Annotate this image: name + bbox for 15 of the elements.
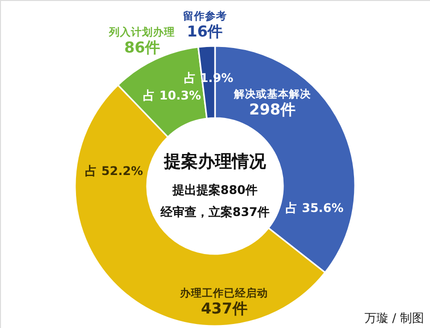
- slice-label: 留作参考: [182, 9, 227, 22]
- text: 占 10.3%: [143, 88, 202, 103]
- text: 占 35.6%: [286, 201, 344, 216]
- text: 提出提案880件: [171, 183, 258, 197]
- slice-label: 解决或基本解决: [232, 87, 312, 100]
- slice-label: 办理工作已经启动: [179, 286, 268, 300]
- text: 占 52.2%: [85, 164, 144, 178]
- text: 经审查，立案837件: [159, 205, 270, 219]
- text: 提案办理情况: [163, 151, 267, 172]
- slice-label: 列入计划办理: [108, 25, 176, 38]
- data-label: 86件: [124, 38, 160, 56]
- text: 万璇 / 制图: [364, 311, 424, 325]
- data-label: 298件: [249, 100, 296, 118]
- data-label: 16件: [186, 22, 223, 40]
- data-label: 437件: [200, 300, 248, 318]
